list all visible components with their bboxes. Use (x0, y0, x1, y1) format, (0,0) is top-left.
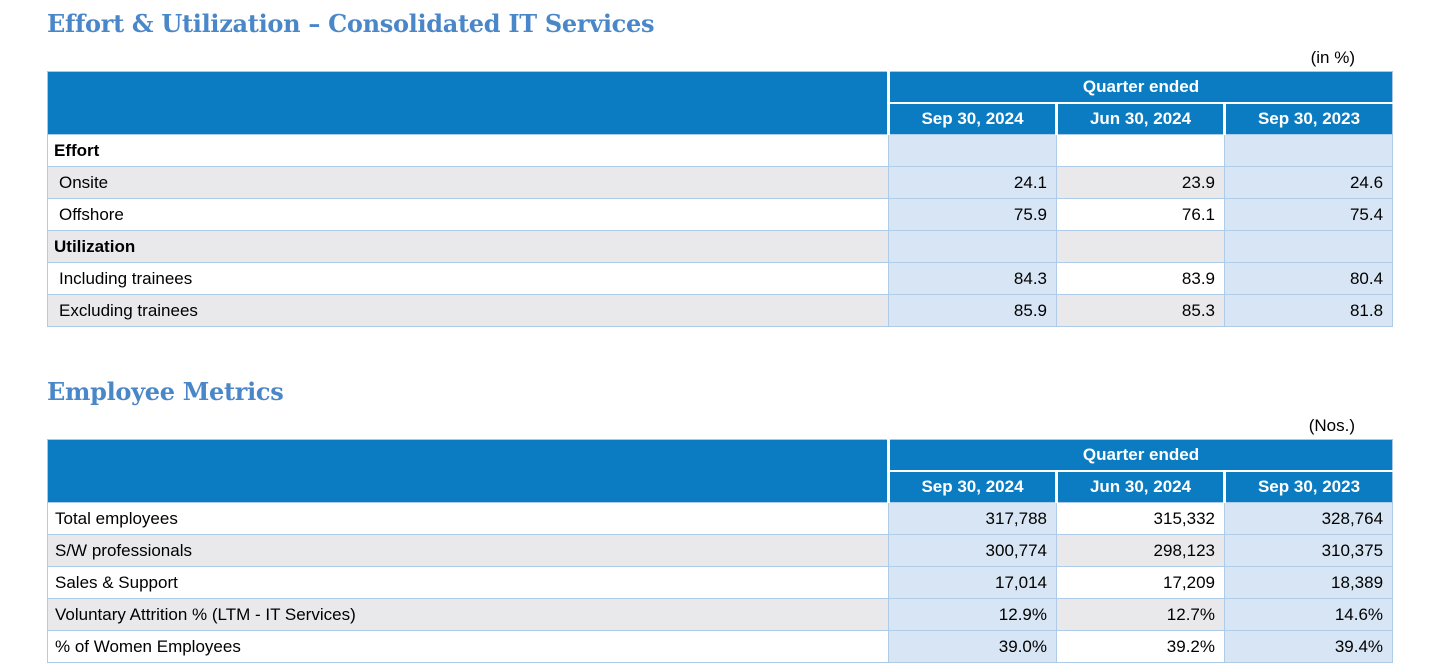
cell-value: 24.6 (1223, 166, 1394, 199)
row-label: Voluntary Attrition % (LTM - IT Services… (47, 598, 889, 631)
table-row: S/W professionals 300,774 298,123 310,37… (47, 534, 1394, 567)
effort-utilization-table: Quarter ended Sep 30, 2024 Jun 30, 2024 … (47, 71, 1394, 327)
cell-value: 23.9 (1056, 166, 1225, 199)
table-row: Effort (47, 134, 1394, 167)
table-row: Sales & Support 17,014 17,209 18,389 (47, 566, 1394, 599)
column-header: Sep 30, 2024 (887, 103, 1057, 135)
cell-value: 12.9% (888, 598, 1057, 631)
column-header: Sep 30, 2023 (1222, 471, 1393, 503)
cell-value: 315,332 (1056, 502, 1225, 535)
table-row: Excluding trainees 85.9 85.3 81.8 (47, 294, 1394, 327)
cell-value: 298,123 (1056, 534, 1225, 567)
row-label: Excluding trainees (47, 294, 889, 327)
column-header: Sep 30, 2023 (1222, 103, 1393, 135)
row-label: Sales & Support (47, 566, 889, 599)
cell-value: 17,209 (1056, 566, 1225, 599)
cell-value (1056, 134, 1225, 167)
cell-value: 12.7% (1056, 598, 1225, 631)
table-row: Voluntary Attrition % (LTM - IT Services… (47, 598, 1394, 631)
header-corner-cell (47, 439, 889, 503)
document-content: Effort & Utilization – Consolidated IT S… (47, 0, 1394, 663)
cell-value: 85.9 (888, 294, 1057, 327)
table-row: Offshore 75.9 76.1 75.4 (47, 198, 1394, 231)
unit-note: (in %) (1310, 48, 1355, 67)
column-header: Sep 30, 2024 (887, 471, 1057, 503)
column-header: Jun 30, 2024 (1055, 471, 1225, 503)
cell-value (888, 230, 1057, 263)
table-row: Utilization (47, 230, 1394, 263)
table-header: Quarter ended Sep 30, 2024 Jun 30, 2024 … (47, 71, 1393, 135)
table-row: % of Women Employees 39.0% 39.2% 39.4% (47, 630, 1394, 663)
cell-value (1056, 230, 1225, 263)
cell-value: 39.4% (1223, 630, 1394, 663)
cell-value: 14.6% (1223, 598, 1394, 631)
cell-value: 18,389 (1223, 566, 1394, 599)
row-label: Offshore (47, 198, 889, 231)
cell-value: 39.2% (1056, 630, 1225, 663)
cell-value: 75.4 (1223, 198, 1394, 231)
cell-value: 81.8 (1223, 294, 1394, 327)
table-row: Onsite 24.1 23.9 24.6 (47, 166, 1394, 199)
header-corner-cell (47, 71, 889, 135)
row-label: Onsite (47, 166, 889, 199)
cell-value: 85.3 (1056, 294, 1225, 327)
cell-value: 310,375 (1223, 534, 1394, 567)
table-header-group: Quarter ended (886, 439, 1393, 472)
cell-value: 17,014 (888, 566, 1057, 599)
cell-value (888, 134, 1057, 167)
row-label: Including trainees (47, 262, 889, 295)
cell-value: 75.9 (888, 198, 1057, 231)
table-header: Quarter ended Sep 30, 2024 Jun 30, 2024 … (47, 439, 1393, 503)
cell-value: 83.9 (1056, 262, 1225, 295)
cell-value: 328,764 (1223, 502, 1394, 535)
cell-value: 76.1 (1056, 198, 1225, 231)
cell-value: 300,774 (888, 534, 1057, 567)
cell-value: 80.4 (1223, 262, 1394, 295)
unit-note: (Nos.) (1308, 416, 1355, 435)
cell-value: 24.1 (888, 166, 1057, 199)
cell-value (1223, 134, 1394, 167)
table-row: Total employees 317,788 315,332 328,764 (47, 502, 1394, 535)
page-title: Employee Metrics (47, 377, 284, 406)
page-title: Effort & Utilization – Consolidated IT S… (47, 9, 655, 38)
cell-value: 317,788 (888, 502, 1057, 535)
cell-value: 84.3 (888, 262, 1057, 295)
row-label: S/W professionals (47, 534, 889, 567)
row-label: Total employees (47, 502, 889, 535)
column-header: Jun 30, 2024 (1055, 103, 1225, 135)
row-label: % of Women Employees (47, 630, 889, 663)
table-row: Including trainees 84.3 83.9 80.4 (47, 262, 1394, 295)
cell-value: 39.0% (888, 630, 1057, 663)
row-label: Utilization (47, 230, 889, 263)
employee-metrics-table: Quarter ended Sep 30, 2024 Jun 30, 2024 … (47, 439, 1394, 663)
cell-value (1223, 230, 1394, 263)
table-header-group: Quarter ended (886, 71, 1393, 104)
row-label: Effort (47, 134, 889, 167)
